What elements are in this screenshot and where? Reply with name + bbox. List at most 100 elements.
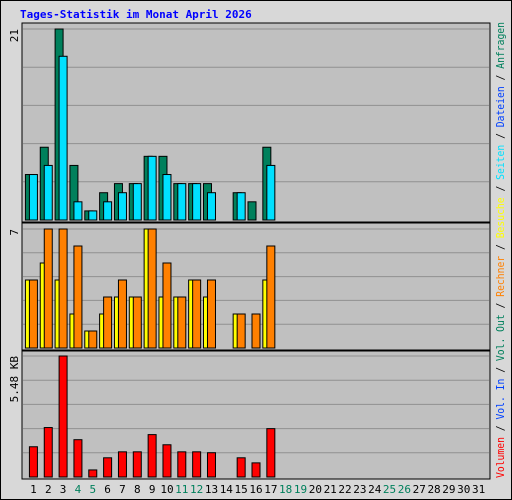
legend-entry: Seiten xyxy=(494,145,507,180)
x-tick-label: 2 xyxy=(45,483,52,496)
x-tick-label: 5 xyxy=(89,483,96,496)
bar xyxy=(247,201,257,221)
bar xyxy=(147,155,157,221)
x-tick-label: 22 xyxy=(338,483,351,496)
bar xyxy=(132,451,142,478)
bar xyxy=(251,313,261,349)
bar xyxy=(236,192,246,221)
x-tick-label: 6 xyxy=(104,483,111,496)
bar xyxy=(73,439,83,478)
legend-entry: Vol. In xyxy=(494,379,507,420)
bar xyxy=(162,262,172,349)
bar xyxy=(28,279,38,349)
bar xyxy=(236,313,246,349)
bar xyxy=(206,192,216,221)
bar xyxy=(177,296,187,349)
bar xyxy=(117,279,127,349)
x-tick-label: 20 xyxy=(309,483,322,496)
bar xyxy=(43,164,53,221)
bar xyxy=(177,451,187,478)
legend-separator: / xyxy=(494,297,507,315)
bar xyxy=(88,210,98,221)
legend-separator: / xyxy=(494,69,507,87)
bar xyxy=(88,330,98,349)
legend-entry: Volumen xyxy=(494,437,507,478)
bar xyxy=(73,245,83,349)
legend: Volumen / Vol. In / Vol. Out / Rechner /… xyxy=(494,22,507,478)
bar xyxy=(132,183,142,221)
bar xyxy=(43,228,53,349)
x-tick-label: 9 xyxy=(149,483,156,496)
bar xyxy=(206,452,216,478)
x-tick-label: 21 xyxy=(324,483,337,496)
bar xyxy=(103,201,113,221)
chart-title: Tages-Statistik im Monat April 2026 xyxy=(20,8,252,21)
panel xyxy=(21,22,491,223)
bar xyxy=(43,427,53,478)
x-tick-label: 4 xyxy=(75,483,82,496)
y-tick-label: 21 xyxy=(8,29,21,42)
legend-separator: / xyxy=(494,180,507,198)
bar xyxy=(58,228,68,349)
bar xyxy=(147,434,157,478)
bar xyxy=(162,174,172,221)
panel xyxy=(21,350,491,480)
legend-entry: Vol. Out xyxy=(494,314,507,361)
bar xyxy=(117,192,127,221)
legend-separator: / xyxy=(494,361,507,379)
bar xyxy=(58,55,68,221)
x-tick-label: 29 xyxy=(442,483,455,496)
bar xyxy=(236,457,246,478)
x-tick-label: 28 xyxy=(427,483,440,496)
bar xyxy=(58,355,68,478)
x-tick-label: 27 xyxy=(413,483,426,496)
bar xyxy=(192,183,202,221)
bar xyxy=(103,457,113,478)
legend-separator: / xyxy=(494,238,507,256)
x-tick-label: 16 xyxy=(249,483,262,496)
x-tick-label: 1 xyxy=(30,483,37,496)
x-tick-label: 24 xyxy=(368,483,382,496)
x-tick-label: 8 xyxy=(134,483,141,496)
bar xyxy=(28,446,38,478)
bar xyxy=(88,469,98,478)
x-tick-label: 18 xyxy=(279,483,292,496)
x-tick-label: 19 xyxy=(294,483,307,496)
bar xyxy=(266,428,276,478)
bar xyxy=(73,201,83,221)
y-tick-label: 7 xyxy=(8,229,21,236)
x-tick-label: 13 xyxy=(205,483,218,496)
bar xyxy=(103,296,113,349)
x-tick-label: 25 xyxy=(383,483,396,496)
bar xyxy=(132,296,142,349)
legend-entry: Dateien xyxy=(494,86,507,127)
bar xyxy=(28,174,38,221)
x-tick-label: 26 xyxy=(398,483,411,496)
x-tick-label: 7 xyxy=(119,483,126,496)
bar xyxy=(162,444,172,478)
x-tick-label: 15 xyxy=(235,483,248,496)
x-tick-label: 31 xyxy=(472,483,485,496)
bar xyxy=(206,279,216,349)
bar xyxy=(251,462,261,478)
x-tick-label: 3 xyxy=(60,483,67,496)
legend-separator: / xyxy=(494,420,507,438)
bar xyxy=(177,183,187,221)
legend-entry: Rechner xyxy=(494,256,507,297)
bar xyxy=(266,245,276,349)
x-tick-label: 10 xyxy=(160,483,173,496)
x-tick-label: 17 xyxy=(264,483,277,496)
bar xyxy=(192,451,202,478)
legend-entry: Besuche xyxy=(494,197,507,238)
x-tick-label: 30 xyxy=(457,483,470,496)
bar xyxy=(117,451,127,478)
bar xyxy=(192,279,202,349)
x-tick-label: 23 xyxy=(353,483,366,496)
bar xyxy=(147,228,157,349)
y-tick-label: 5.48 KB xyxy=(8,356,21,403)
bar xyxy=(266,164,276,221)
x-tick-label: 14 xyxy=(220,483,234,496)
x-tick-label: 12 xyxy=(190,483,203,496)
x-tick-label: 11 xyxy=(175,483,188,496)
